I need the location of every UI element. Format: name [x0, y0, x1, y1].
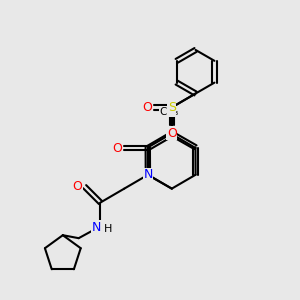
- Text: S: S: [168, 101, 176, 114]
- Text: CH₃: CH₃: [160, 107, 179, 117]
- Text: O: O: [167, 127, 177, 140]
- Text: N: N: [92, 221, 101, 234]
- Text: O: O: [142, 101, 152, 114]
- Text: O: O: [73, 180, 82, 193]
- Text: N: N: [143, 168, 153, 181]
- Text: O: O: [112, 142, 122, 154]
- Text: H: H: [104, 224, 112, 234]
